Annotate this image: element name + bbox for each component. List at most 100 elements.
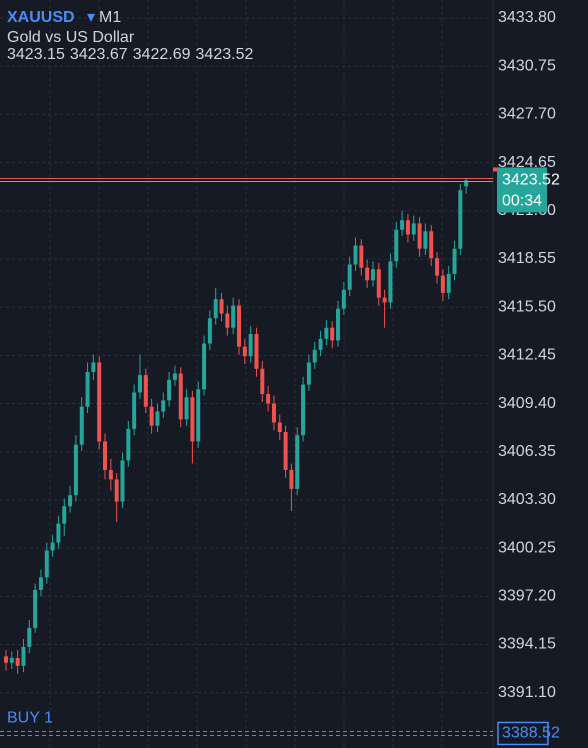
y-tick-label: 3412.45 <box>498 347 556 364</box>
candle-body <box>167 379 172 401</box>
candle-body <box>283 431 288 470</box>
candle-body <box>429 231 434 259</box>
price-axis: 3433.803430.753427.703424.653421.603418.… <box>498 9 556 701</box>
price-tag <box>497 167 547 213</box>
candle-body <box>120 460 125 502</box>
candle-body <box>4 656 8 663</box>
ohlc-low: 3422.69 <box>133 46 191 63</box>
candle-body <box>38 577 43 590</box>
candle-body <box>405 220 410 235</box>
candle-body <box>295 435 300 489</box>
candle-body <box>347 264 352 290</box>
candle-body <box>62 506 67 524</box>
candle-body <box>359 245 364 268</box>
order-label: BUY 1 <box>7 710 53 727</box>
candle-body <box>306 362 311 385</box>
candle-body <box>97 362 102 442</box>
candle-body <box>27 627 32 647</box>
candle-body <box>330 327 335 341</box>
candle-body <box>312 349 317 363</box>
candle-body <box>161 400 166 412</box>
price-tag-edge <box>493 167 497 172</box>
y-tick-label: 3397.20 <box>498 588 556 605</box>
countdown: 00:34 <box>502 193 542 210</box>
y-tick-label: 3427.70 <box>498 106 556 123</box>
candle-body <box>411 223 416 235</box>
candle-body <box>260 368 265 395</box>
candle-body <box>137 375 142 393</box>
ohlc-close: 3423.52 <box>196 46 254 63</box>
candle-body <box>365 267 370 281</box>
candle-body <box>266 394 271 404</box>
y-tick-label: 3403.30 <box>498 491 556 508</box>
candle-body <box>376 269 381 298</box>
candle-body <box>464 180 469 187</box>
candle-body <box>9 657 14 663</box>
candle-body <box>336 308 341 341</box>
candle-body <box>301 384 306 436</box>
symbol[interactable]: XAUUSD <box>7 9 75 26</box>
candle-body <box>68 495 73 507</box>
candle-body <box>126 428 131 461</box>
candle-body <box>417 223 422 249</box>
candle-body <box>207 318 212 344</box>
y-tick-label: 3394.15 <box>498 636 556 653</box>
candle-body <box>172 373 177 380</box>
overlay: 3423.52 00:34 BUY 1 3388.52 <box>0 167 560 746</box>
candle-body <box>254 334 259 369</box>
candle-body <box>91 362 96 372</box>
candle-body <box>44 550 49 578</box>
candle-body <box>79 406 84 445</box>
y-tick-label: 3406.35 <box>498 443 556 460</box>
y-tick-label: 3415.50 <box>498 298 556 315</box>
candle-body <box>394 229 399 262</box>
candle-body <box>103 441 108 470</box>
y-tick-label: 3400.25 <box>498 539 556 556</box>
candle-body <box>196 389 201 442</box>
candle-body <box>155 411 160 426</box>
candle-body <box>15 657 20 666</box>
candle-body <box>382 297 387 303</box>
candle-body <box>33 589 38 628</box>
y-tick-label: 3391.10 <box>498 684 556 701</box>
candle-body <box>50 542 55 551</box>
candle-body <box>277 422 282 432</box>
y-tick-label: 3409.40 <box>498 395 556 412</box>
candle-body <box>213 299 218 319</box>
candle-body <box>440 275 445 293</box>
candle-body <box>202 343 207 390</box>
timeframe[interactable]: M1 <box>99 9 121 26</box>
candle-body <box>108 469 113 480</box>
candle-body <box>341 289 346 309</box>
y-tick-label: 3418.55 <box>498 250 556 267</box>
price-tag-value: 3423.52 <box>502 172 560 189</box>
candle-body <box>248 334 253 357</box>
header: XAUUSD ▾ M1 Gold vs US Dollar 3423.15 342… <box>7 9 253 63</box>
candle-body <box>149 406 154 426</box>
candle-body <box>400 220 405 230</box>
candle-body <box>318 338 323 350</box>
symbol-dropdown[interactable]: ▾ <box>87 9 95 26</box>
y-tick-label: 3433.80 <box>498 9 556 26</box>
candle-body <box>231 305 236 328</box>
y-tick-label: 3424.65 <box>498 154 556 171</box>
candle-body <box>73 444 78 496</box>
candle-body <box>225 313 230 328</box>
candle-body <box>56 523 61 543</box>
candle-body <box>353 245 358 265</box>
y-tick-label: 3430.75 <box>498 57 556 74</box>
candle-body <box>271 403 276 423</box>
ohlc-open: 3423.15 <box>7 46 65 63</box>
candle-body <box>446 273 451 293</box>
candle-body <box>423 231 428 249</box>
candle-body <box>242 346 247 357</box>
candle-body <box>370 269 375 281</box>
candle-body <box>324 327 329 339</box>
candle-body <box>237 305 241 347</box>
order-price-tag <box>497 721 549 746</box>
candle-body <box>132 392 137 429</box>
candle-body <box>85 371 90 407</box>
candle-body <box>289 469 294 489</box>
candle-body <box>143 375 148 407</box>
